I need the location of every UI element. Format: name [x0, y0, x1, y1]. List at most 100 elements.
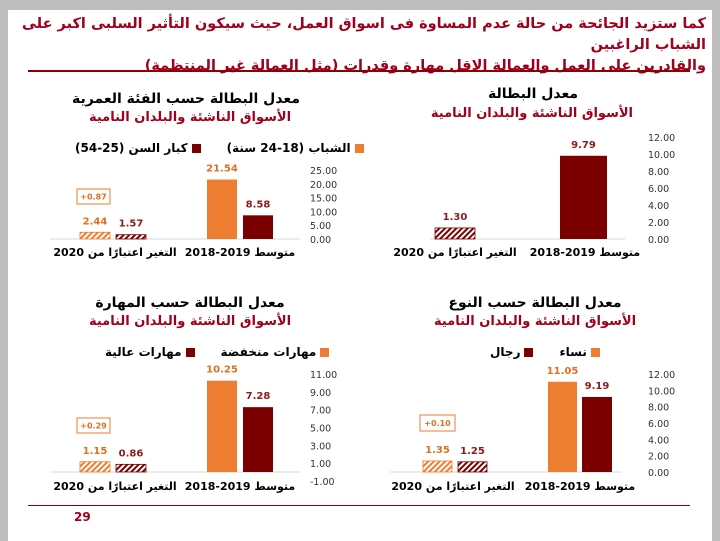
- bar-change-maroon: [115, 463, 147, 473]
- y-tick-label: 0.00: [648, 468, 669, 479]
- data-label: 1.15: [83, 446, 108, 457]
- legend-label: نساء: [559, 345, 587, 359]
- legend-swatch-orange: [354, 144, 364, 153]
- y-tick-label: -1.00: [310, 477, 335, 488]
- bar-average-maroon: [560, 155, 607, 239]
- bar-average-maroon: [243, 215, 273, 239]
- category-label: التغير اعتبارًا من 2020: [391, 480, 514, 493]
- chart-skill-subtitle: الأسواق الناشئة والبلدان النامية: [88, 314, 292, 329]
- data-label: 9.79: [571, 140, 596, 151]
- legend-label: رجال: [490, 345, 521, 359]
- legend-item: رجال: [490, 345, 534, 359]
- category-label: متوسط 2019-2018: [185, 480, 295, 493]
- y-tick-label: 8.00: [648, 403, 669, 414]
- y-tick-label: 7.00: [310, 406, 331, 417]
- data-label: 9.19: [585, 381, 610, 392]
- chart-age-subtitle: الأسواق الناشئة والبلدان النامية: [88, 110, 292, 125]
- category-label: التغير اعتبارًا من 2020: [53, 480, 176, 493]
- data-label: 1.57: [119, 219, 144, 230]
- change-annotation-label: +0.10: [424, 419, 451, 428]
- y-tick-label: 15.00: [310, 194, 337, 205]
- legend-item: مهارات منخفضة: [221, 345, 330, 359]
- category-label: متوسط 2019-2018: [185, 246, 295, 259]
- data-label: 1.30: [443, 212, 468, 223]
- heading-line-1: كما ستزيد الجائحة من حالة عدم المساوة فى…: [22, 16, 706, 53]
- y-tick-label: 3.00: [310, 441, 331, 452]
- legend-label: الشباب (18-24 سنة): [226, 141, 351, 155]
- legend-swatch-maroon: [524, 348, 534, 357]
- legend-label: مهارات منخفضة: [220, 345, 317, 359]
- chart-skill: 11.00 9.00 7.00 5.00 3.00 1.00 -1.00 10.25 1.15 7…: [50, 365, 337, 493]
- legend-label: كبار السن (25-54): [75, 141, 188, 155]
- bar-change-maroon: [434, 227, 476, 240]
- bar-change-orange: [422, 460, 453, 473]
- chart-gender-title: معدل البطالة حسب النوع: [448, 295, 622, 311]
- data-label: 8.58: [246, 199, 271, 210]
- y-tick-label: 10.00: [648, 150, 675, 161]
- slide-heading: كما ستزيد الجائحة من حالة عدم المساوة فى…: [16, 14, 706, 77]
- y-tick-label: 4.00: [648, 435, 669, 446]
- y-tick-label: 10.00: [310, 207, 337, 218]
- legend-swatch-maroon: [185, 348, 195, 357]
- bar-change-maroon: [115, 234, 147, 240]
- y-tick-label: 2.00: [648, 452, 669, 463]
- y-tick-label: 5.00: [310, 423, 331, 434]
- legend-label: مهارات عالية: [105, 345, 182, 359]
- chart-age-title: معدل البطالة حسب الفئة العمرية: [71, 91, 300, 107]
- y-tick-label: 2.00: [648, 218, 669, 229]
- y-tick-label: 12.00: [648, 370, 675, 381]
- y-tick-label: 8.00: [648, 167, 669, 178]
- chart-gender-subtitle: الأسواق الناشئة والبلدان النامية: [433, 314, 637, 329]
- data-label: 10.25: [206, 365, 238, 376]
- legend-swatch-orange: [320, 348, 330, 357]
- legend-swatch-orange: [590, 348, 600, 357]
- data-label: 1.25: [460, 446, 485, 457]
- bar-change-maroon: [457, 461, 488, 473]
- y-tick-label: 25.00: [310, 166, 337, 177]
- data-label: 0.86: [119, 448, 144, 459]
- y-tick-label: 0.00: [648, 235, 669, 246]
- header-divider: [28, 70, 690, 72]
- y-tick-label: 9.00: [310, 388, 331, 399]
- chart-skill-title: معدل البطالة حسب المهارة: [95, 295, 285, 311]
- footer-divider: [28, 505, 690, 506]
- chart-gender-legend: نساء رجال: [490, 345, 600, 359]
- category-label: متوسط 2019-2018: [530, 246, 640, 259]
- y-tick-label: 0.00: [310, 235, 331, 246]
- bar-average-orange: [548, 381, 577, 472]
- heading-line-2: والقادرين على العمل والعمالة الاقل مهارة…: [144, 58, 706, 74]
- y-tick-label: 1.00: [310, 459, 331, 470]
- chart-gender: 12.00 10.00 8.00 6.00 4.00 2.00 0.00 11.05 1.35 9…: [390, 366, 675, 493]
- chart-total-title: معدل البطالة: [487, 86, 579, 102]
- y-tick-label: 10.00: [648, 386, 675, 397]
- legend-item: كبار السن (25-54): [75, 141, 201, 155]
- chart-total-subtitle: الأسواق الناشئة والبلدان النامية: [430, 106, 633, 121]
- bar-change-orange: [79, 231, 111, 240]
- bar-change-orange: [79, 461, 111, 473]
- legend-swatch-maroon: [191, 144, 201, 153]
- bar-average-orange: [207, 380, 237, 472]
- data-label: 2.44: [83, 216, 108, 227]
- y-tick-label: 20.00: [310, 180, 337, 191]
- category-label: متوسط 2019-2018: [525, 480, 635, 493]
- legend-item: مهارات عالية: [105, 345, 195, 359]
- data-label: 21.54: [206, 164, 238, 175]
- y-tick-label: 6.00: [648, 419, 669, 430]
- change-annotation-box: [76, 417, 111, 434]
- chart-age: 25.00 20.00 15.00 10.00 5.00 0.00 21.54 2.44 8.5…: [50, 164, 337, 259]
- bar-average-orange: [207, 179, 237, 239]
- change-annotation-box: [419, 414, 456, 432]
- chart-total: 12.00 10.00 8.00 6.00 4.00 2.00 0.00 9.79 1.30 مت…: [393, 133, 675, 259]
- change-annotation-label: +0.87: [80, 193, 106, 202]
- chart-skill-legend: مهارات منخفضة مهارات عالية: [105, 345, 330, 359]
- y-tick-label: 5.00: [310, 221, 331, 232]
- y-tick-label: 11.00: [310, 370, 337, 381]
- y-tick-label: 4.00: [648, 201, 669, 212]
- category-label: التغير اعتبارًا من 2020: [393, 246, 516, 259]
- chart-age-legend: الشباب (18-24 سنة) كبار السن (25-54): [75, 141, 364, 155]
- data-label: 11.05: [547, 366, 579, 377]
- y-tick-label: 12.00: [648, 133, 675, 144]
- y-tick-label: 6.00: [648, 184, 669, 195]
- category-label: التغير اعتبارًا من 2020: [53, 246, 176, 259]
- change-annotation-box: [76, 188, 111, 205]
